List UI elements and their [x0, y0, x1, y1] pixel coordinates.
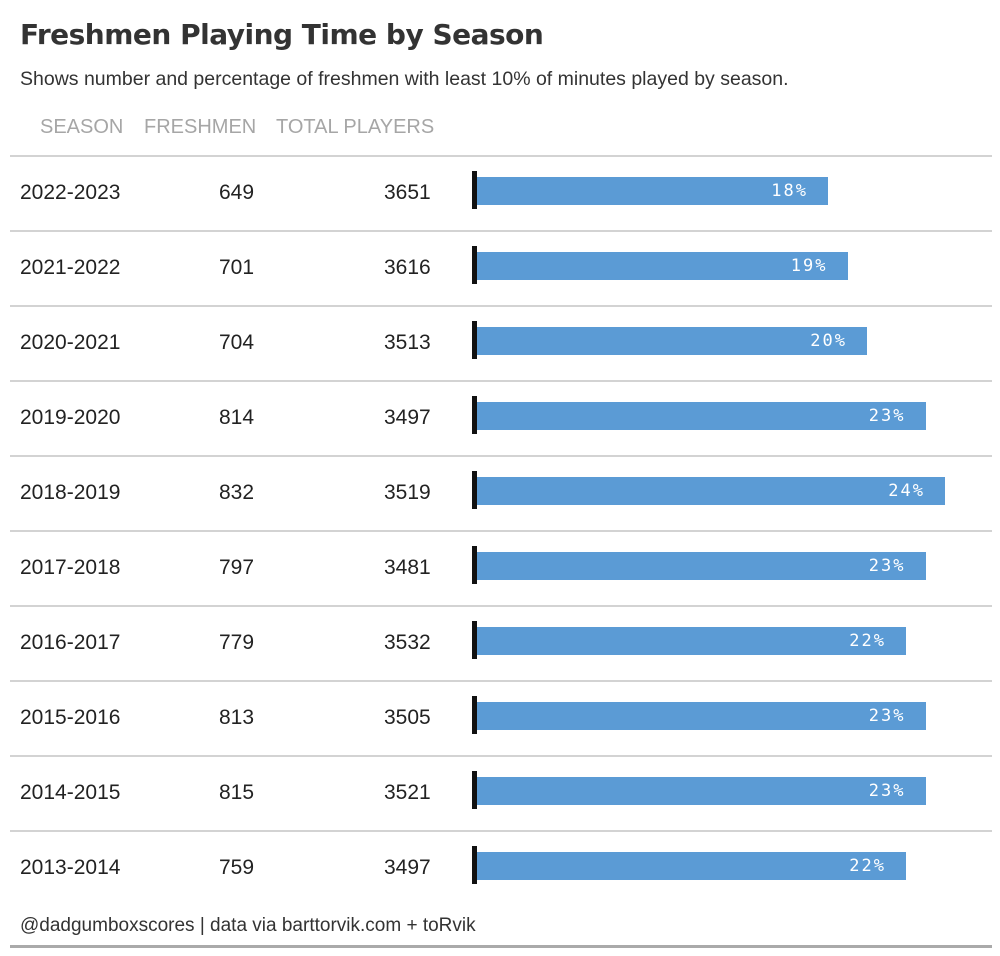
- season-cell: 2016-2017: [20, 631, 121, 654]
- bar-data-label: 19%: [790, 256, 828, 276]
- bar-area: 19%: [472, 246, 982, 288]
- freshmen-cell: 704: [219, 331, 255, 354]
- total-players-cell: 3616: [384, 256, 431, 279]
- percentage-bar: [477, 552, 926, 580]
- bar-data-label: 22%: [849, 856, 886, 876]
- total-players-cell: 3505: [384, 706, 431, 729]
- bar-baseline: [472, 471, 477, 509]
- total-players-cell: 3497: [384, 856, 431, 879]
- freshmen-cell: 815: [219, 781, 255, 804]
- table-row: 2014-2015 815 3521 23%: [10, 755, 992, 830]
- season-cell: 2020-2021: [20, 331, 121, 354]
- total-players-cell: 3521: [384, 781, 431, 804]
- total-players-cell: 3519: [384, 481, 431, 504]
- percentage-bar: [477, 852, 906, 880]
- column-header-total-players: TOTAL PLAYERS: [276, 116, 435, 138]
- bar-data-label: 22%: [849, 631, 886, 651]
- percentage-bar: [477, 702, 926, 730]
- bar-baseline: [472, 546, 477, 584]
- bar-baseline: [472, 321, 477, 359]
- season-cell: 2015-2016: [20, 706, 121, 729]
- bar-baseline: [472, 771, 477, 809]
- bar-area: 24%: [472, 471, 982, 513]
- total-players-cell: 3497: [384, 406, 431, 429]
- table-row: 2017-2018 797 3481 23%: [10, 530, 992, 605]
- freshmen-cell: 701: [219, 256, 255, 279]
- table-row: 2021-2022 701 3616 19%: [10, 230, 992, 305]
- table-row: 2013-2014 759 3497 22%: [10, 830, 992, 905]
- total-players-cell: 3481: [384, 556, 431, 579]
- percentage-bar: [477, 777, 926, 805]
- bar-data-label: 23%: [868, 781, 906, 801]
- bar-area: 22%: [472, 846, 982, 888]
- season-cell: 2017-2018: [20, 556, 121, 579]
- season-cell: 2019-2020: [20, 406, 121, 429]
- percentage-bar: [477, 252, 848, 280]
- bar-data-label: 20%: [810, 331, 847, 351]
- table-row: 2015-2016 813 3505 23%: [10, 680, 992, 755]
- bar-baseline: [472, 246, 477, 284]
- season-cell: 2013-2014: [20, 856, 121, 879]
- freshmen-cell: 779: [219, 631, 255, 654]
- table-row: 2019-2020 814 3497 23%: [10, 380, 992, 455]
- bottom-rule: [10, 945, 992, 948]
- bar-data-label: 23%: [868, 706, 906, 726]
- bar-area: 23%: [472, 396, 982, 438]
- column-header-season: SEASON: [40, 116, 124, 138]
- footer-credit: @dadgumboxscores | data via barttorvik.c…: [20, 915, 476, 936]
- freshmen-cell: 814: [219, 406, 255, 429]
- freshmen-cell: 797: [219, 556, 255, 579]
- bar-area: 23%: [472, 546, 982, 588]
- total-players-cell: 3513: [384, 331, 431, 354]
- table-row: 2022-2023 649 3651 18%: [10, 155, 992, 230]
- freshmen-cell: 649: [219, 181, 255, 204]
- bar-area: 20%: [472, 321, 982, 363]
- bar-data-label: 23%: [868, 556, 906, 576]
- season-cell: 2014-2015: [20, 781, 121, 804]
- table-row: 2016-2017 779 3532 22%: [10, 605, 992, 680]
- percentage-bar: [477, 327, 867, 355]
- chart-title: Freshmen Playing Time by Season: [20, 18, 544, 51]
- bar-data-label: 18%: [771, 181, 808, 201]
- bar-baseline: [472, 171, 477, 209]
- freshmen-cell: 759: [219, 856, 255, 879]
- total-players-cell: 3651: [384, 181, 431, 204]
- chart-subtitle: Shows number and percentage of freshmen …: [20, 68, 789, 90]
- bar-area: 22%: [472, 621, 982, 663]
- percentage-bar: [477, 177, 828, 205]
- freshmen-cell: 832: [219, 481, 255, 504]
- bar-area: 23%: [472, 771, 982, 813]
- bar-baseline: [472, 621, 477, 659]
- freshmen-cell: 813: [219, 706, 255, 729]
- table-row: 2018-2019 832 3519 24%: [10, 455, 992, 530]
- column-header-freshmen: FRESHMEN: [144, 116, 257, 138]
- bar-data-label: 24%: [888, 481, 925, 501]
- bar-baseline: [472, 696, 477, 734]
- bar-data-label: 23%: [868, 406, 906, 426]
- season-cell: 2022-2023: [20, 181, 121, 204]
- percentage-bar: [477, 477, 945, 505]
- percentage-bar: [477, 627, 906, 655]
- table-row: 2020-2021 704 3513 20%: [10, 305, 992, 380]
- bar-area: 18%: [472, 171, 982, 213]
- season-cell: 2018-2019: [20, 481, 121, 504]
- bar-baseline: [472, 396, 477, 434]
- percentage-bar: [477, 402, 926, 430]
- total-players-cell: 3532: [384, 631, 431, 654]
- season-cell: 2021-2022: [20, 256, 121, 279]
- bar-baseline: [472, 846, 477, 884]
- bar-area: 23%: [472, 696, 982, 738]
